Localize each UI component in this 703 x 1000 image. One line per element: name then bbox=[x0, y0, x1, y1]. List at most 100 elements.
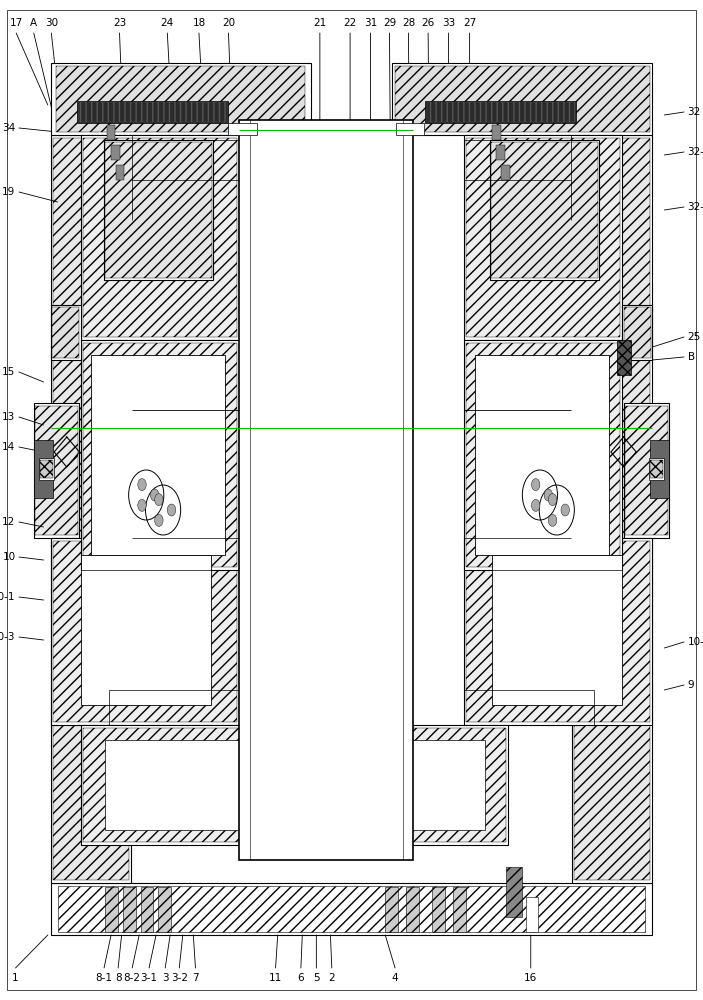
Bar bbox=[466, 541, 650, 722]
Bar bbox=[466, 138, 620, 337]
Circle shape bbox=[138, 479, 146, 491]
Text: 14: 14 bbox=[2, 442, 15, 452]
Bar bbox=[105, 887, 118, 932]
Bar bbox=[123, 887, 136, 932]
Text: 11: 11 bbox=[269, 973, 282, 983]
Bar bbox=[385, 887, 398, 932]
Bar bbox=[58, 886, 645, 932]
Bar bbox=[425, 101, 576, 123]
Bar bbox=[51, 63, 311, 135]
Bar bbox=[625, 406, 668, 535]
Bar bbox=[427, 102, 575, 122]
Text: 25: 25 bbox=[688, 332, 701, 342]
Circle shape bbox=[544, 489, 553, 501]
Text: 7: 7 bbox=[192, 973, 199, 983]
Text: 27: 27 bbox=[463, 18, 476, 28]
Text: 1: 1 bbox=[12, 973, 19, 983]
Bar bbox=[81, 135, 239, 340]
Text: 18: 18 bbox=[193, 18, 205, 28]
Bar bbox=[617, 340, 631, 375]
Text: 10: 10 bbox=[2, 552, 15, 562]
Text: 22: 22 bbox=[344, 18, 356, 28]
Bar bbox=[432, 887, 445, 932]
Text: 10-1: 10-1 bbox=[0, 592, 15, 602]
Bar bbox=[624, 307, 651, 358]
Text: 19: 19 bbox=[2, 187, 15, 197]
Bar bbox=[77, 101, 228, 123]
Bar bbox=[491, 142, 598, 278]
Bar bbox=[53, 138, 129, 880]
Text: 3-2: 3-2 bbox=[171, 973, 188, 983]
Bar bbox=[83, 138, 237, 337]
Text: 8-1: 8-1 bbox=[96, 973, 112, 983]
Bar bbox=[52, 307, 79, 358]
Text: 12: 12 bbox=[2, 517, 15, 527]
Bar bbox=[39, 458, 54, 480]
Text: 31: 31 bbox=[364, 18, 377, 28]
Bar bbox=[40, 460, 53, 478]
Circle shape bbox=[531, 499, 540, 511]
Text: A: A bbox=[30, 18, 37, 28]
Text: 32: 32 bbox=[688, 107, 701, 117]
Bar bbox=[56, 66, 305, 132]
Bar bbox=[501, 165, 510, 180]
Bar bbox=[81, 340, 239, 570]
Bar bbox=[158, 887, 171, 932]
Bar bbox=[475, 355, 609, 555]
Circle shape bbox=[138, 499, 146, 511]
Bar bbox=[111, 145, 120, 160]
Bar bbox=[406, 887, 419, 932]
Bar bbox=[53, 541, 237, 722]
Bar bbox=[572, 135, 652, 883]
Bar bbox=[81, 555, 211, 705]
Bar bbox=[392, 63, 652, 135]
Bar bbox=[466, 343, 620, 567]
Bar bbox=[506, 867, 522, 917]
Bar bbox=[81, 725, 508, 845]
Text: 21: 21 bbox=[314, 18, 326, 28]
Bar bbox=[650, 460, 663, 478]
Text: 17: 17 bbox=[10, 18, 22, 28]
Text: 6: 6 bbox=[297, 973, 304, 983]
Text: 15: 15 bbox=[2, 367, 15, 377]
Bar bbox=[490, 140, 599, 280]
Text: 16: 16 bbox=[524, 973, 537, 983]
Text: 30: 30 bbox=[45, 18, 58, 28]
Text: 5: 5 bbox=[313, 973, 320, 983]
Bar bbox=[116, 165, 124, 180]
Bar bbox=[83, 343, 237, 567]
Text: 33: 33 bbox=[442, 18, 455, 28]
Bar bbox=[395, 66, 650, 132]
Bar bbox=[79, 102, 227, 122]
Bar bbox=[492, 555, 622, 705]
Text: 13: 13 bbox=[2, 412, 15, 422]
Text: 10-3: 10-3 bbox=[0, 632, 15, 642]
Bar bbox=[239, 120, 413, 860]
Text: 29: 29 bbox=[383, 18, 396, 28]
Bar bbox=[51, 135, 131, 883]
Bar bbox=[464, 135, 622, 340]
Bar bbox=[107, 125, 115, 140]
Text: 10-2: 10-2 bbox=[688, 637, 703, 647]
Circle shape bbox=[150, 489, 159, 501]
Text: 9: 9 bbox=[688, 680, 694, 690]
Bar bbox=[624, 403, 669, 538]
Text: 26: 26 bbox=[422, 18, 434, 28]
Text: 23: 23 bbox=[113, 18, 126, 28]
Text: 8: 8 bbox=[115, 973, 122, 983]
Text: 24: 24 bbox=[161, 18, 174, 28]
Bar bbox=[492, 125, 501, 140]
Bar bbox=[91, 355, 225, 555]
Text: 34: 34 bbox=[2, 123, 15, 133]
Text: 8-2: 8-2 bbox=[124, 973, 141, 983]
Circle shape bbox=[548, 514, 557, 526]
Bar bbox=[34, 403, 79, 538]
Circle shape bbox=[561, 504, 569, 516]
Bar bbox=[453, 887, 466, 932]
Text: 2: 2 bbox=[328, 973, 335, 983]
Text: 20: 20 bbox=[222, 18, 235, 28]
Bar bbox=[105, 740, 485, 830]
Circle shape bbox=[531, 479, 540, 491]
Circle shape bbox=[167, 504, 176, 516]
Text: B: B bbox=[688, 352, 695, 362]
